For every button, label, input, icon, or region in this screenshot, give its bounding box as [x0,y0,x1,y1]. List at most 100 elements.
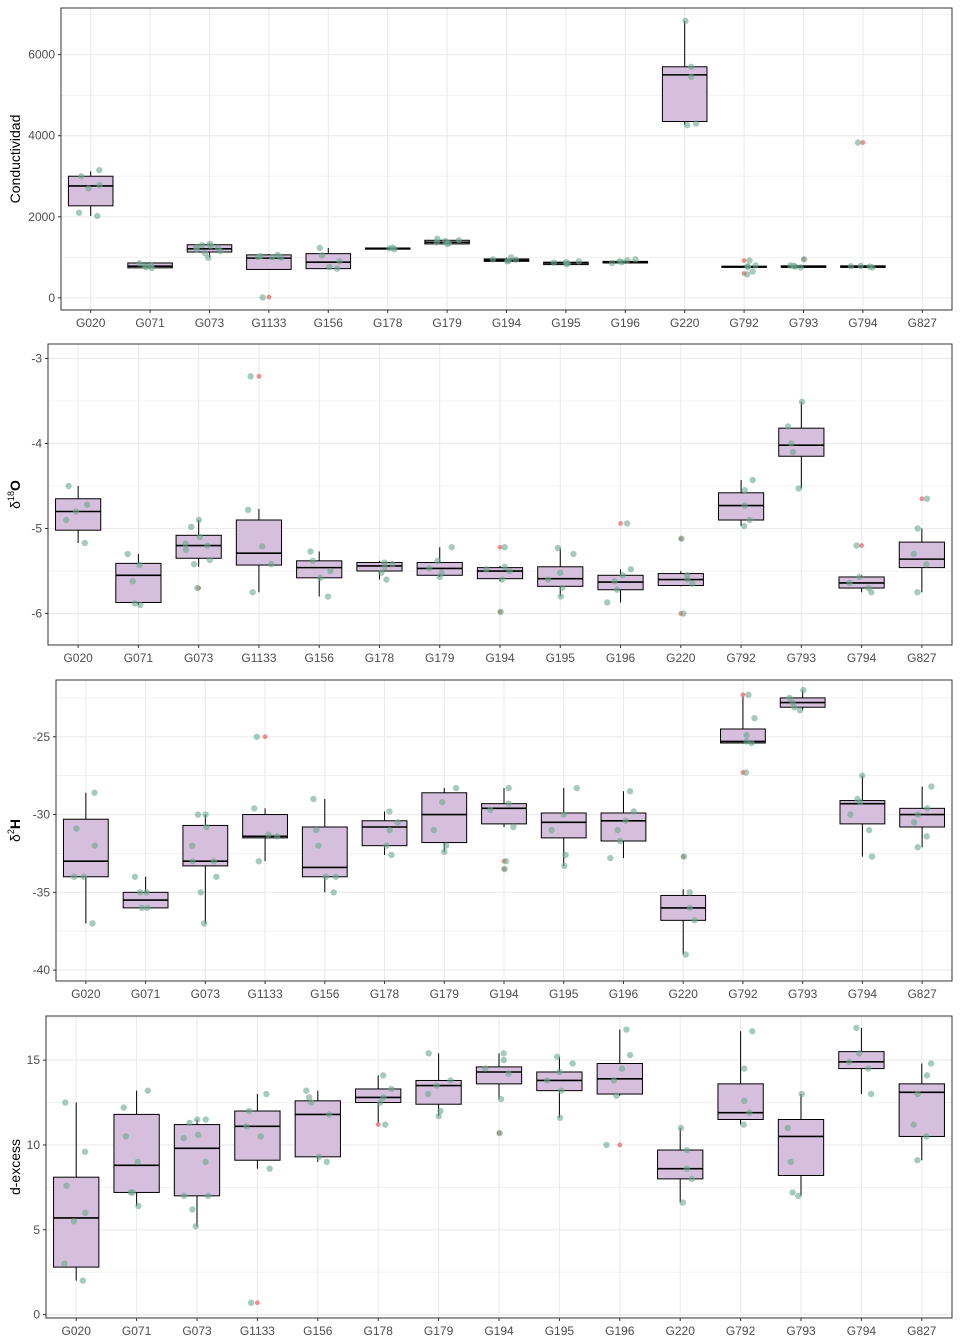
data-point [78,173,85,180]
data-point [914,811,922,818]
data-point [61,1260,68,1267]
data-point [144,1087,152,1094]
x-tick-label: G178 [373,316,403,330]
y-tick-label: -6 [31,607,42,621]
data-point [310,795,317,803]
data-point [746,1109,753,1116]
data-point [854,139,862,146]
x-tick-label: G827 [907,1324,937,1338]
data-point [854,795,861,803]
data-point [501,563,508,570]
box-G1133 [246,254,292,270]
data-point [500,1056,507,1064]
data-point [131,600,138,607]
outlier-point [255,1300,260,1306]
data-point [741,1065,748,1072]
data-point [678,535,685,542]
x-tick-label: G073 [184,651,214,665]
x-tick-label: G179 [432,316,462,330]
data-point [749,1028,756,1035]
data-point [789,448,797,456]
data-point [322,873,330,880]
data-point [70,873,78,880]
data-point [180,1192,188,1200]
data-point [205,1192,212,1200]
data-point [686,904,694,912]
data-point [383,576,390,583]
x-tick-label: G792 [728,987,758,1001]
data-point [72,508,80,515]
y-tick-label: -4 [31,436,42,450]
x-tick-label: G071 [135,316,165,330]
box-G220 [661,66,708,123]
data-point [632,256,639,263]
data-point [740,1121,747,1128]
box-G196 [600,812,647,842]
data-point [189,842,196,849]
data-point [389,561,396,568]
data-point [865,584,872,592]
data-point [434,557,441,565]
data-point [603,1141,610,1149]
data-point [784,423,792,430]
data-point [79,1277,87,1284]
data-point [497,608,504,616]
y-tick-label: 4000 [28,129,55,143]
data-point [751,714,758,722]
data-point [865,1065,872,1072]
data-point [245,1107,253,1115]
panel-d18O: -6 -5 -4 -3 G020 G071 G073 G1133 G156 G178 G179 G19… [6,343,953,665]
data-point [96,181,103,189]
x-tick-label: G020 [76,316,106,330]
data-point [741,502,748,509]
x-tick-label: G1133 [240,1324,275,1338]
data-point [613,586,621,593]
data-point [505,784,512,792]
data-point [197,889,205,896]
data-point [616,258,623,265]
x-tick-label: G156 [314,316,344,330]
data-point [441,848,448,856]
data-point [740,522,748,530]
data-point [923,561,930,568]
data-point [266,1165,273,1172]
data-point [204,542,211,549]
box-G792 [720,728,766,744]
data-point [214,244,222,252]
outlier-point [741,258,747,263]
x-tick-label: G071 [124,651,154,665]
data-point [743,271,751,278]
data-point [381,559,388,566]
data-point [247,1299,255,1306]
x-tick-label: G793 [788,987,818,1001]
data-point [496,1129,503,1137]
data-point [202,811,209,818]
data-point [63,516,70,524]
x-tick-label: G071 [122,1324,152,1338]
y-axis-title: Conductividad [7,115,23,204]
y-tick-label: 15 [27,1053,41,1067]
data-point [136,601,144,609]
data-point [206,240,213,248]
data-point [505,1070,512,1077]
data-point [627,566,635,573]
data-point [75,209,83,216]
y-axis-title-delta: δ [7,834,23,842]
data-point [746,257,753,264]
data-point [616,837,624,845]
x-tick-label: G073 [182,1324,212,1338]
data-point [853,1024,860,1032]
data-point [787,440,795,447]
data-point [438,569,445,576]
data-point [255,858,263,865]
data-point [573,784,580,792]
data-point [257,1133,264,1140]
y-tick-label: 10 [27,1138,41,1152]
data-point [189,1206,196,1213]
data-point [679,1199,686,1206]
x-tick-label: G073 [195,316,225,330]
x-tick-label: G794 [847,1324,877,1338]
x-tick-label: G220 [669,987,699,1001]
data-point [308,1099,315,1106]
x-tick-label: G220 [666,1324,696,1338]
